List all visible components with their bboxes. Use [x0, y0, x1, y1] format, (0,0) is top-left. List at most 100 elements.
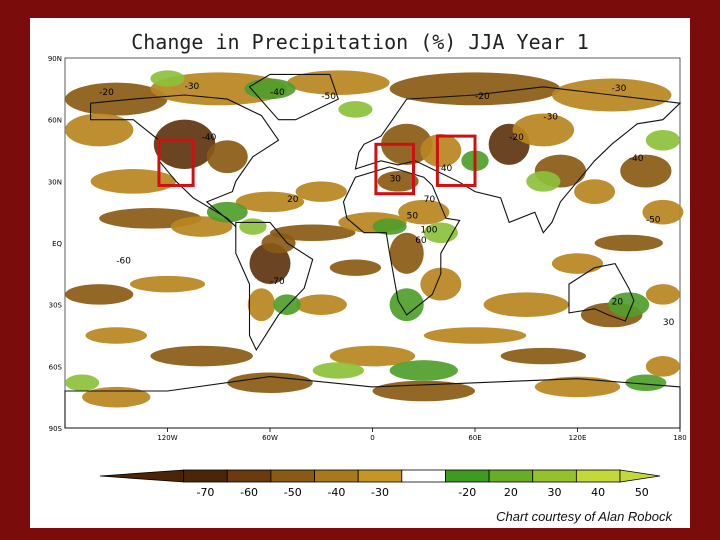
colorbar-segment	[270, 469, 315, 483]
precip-patch	[329, 259, 382, 276]
contour-label: 30	[390, 174, 402, 184]
precip-patch	[295, 294, 347, 315]
precip-patch	[389, 360, 458, 381]
coastline	[354, 86, 682, 234]
precip-patch	[389, 288, 424, 322]
colorbar-segment	[575, 469, 621, 483]
contour-label: -50	[321, 92, 336, 102]
contour-label: 20	[612, 298, 624, 308]
precipitation-map: -20-30-40 -50 -20-30-40203040506070100-60-…	[48, 55, 687, 499]
precip-patch	[645, 356, 681, 377]
precip-patch	[247, 288, 276, 322]
colorbar-segment	[401, 469, 446, 483]
contour-label: -30	[543, 113, 558, 123]
contour-label: 30	[663, 318, 675, 328]
highlight-box	[435, 134, 477, 187]
precip-patch	[287, 70, 390, 95]
colorbar-segment	[532, 469, 577, 483]
contour-label: -30	[612, 84, 627, 94]
precipitation-field	[65, 70, 684, 408]
contour-label: -20	[99, 88, 114, 98]
contour-label: -70	[270, 277, 285, 287]
precip-patch	[625, 374, 667, 391]
precip-patch	[534, 376, 621, 398]
precip-patch	[227, 372, 313, 394]
precip-patch	[551, 253, 604, 274]
precip-patch	[90, 169, 177, 194]
precip-patch	[645, 129, 681, 151]
contour-label: 100	[420, 226, 437, 236]
precip-patch	[377, 171, 419, 192]
colorbar-label: -70	[196, 486, 214, 499]
precip-patch	[295, 181, 347, 202]
latitude-labels: 90N 60N 30N EQ 30S 60S 90S	[48, 55, 63, 433]
precip-patch	[273, 294, 301, 315]
precip-patch	[574, 179, 616, 204]
contour-label: -50	[646, 215, 661, 225]
precip-patch	[244, 78, 296, 100]
highlight-box	[374, 142, 415, 196]
longitude-label: 0	[370, 434, 374, 442]
precip-patch	[150, 345, 253, 367]
precip-patch	[239, 218, 267, 235]
contour-label: 20	[287, 195, 299, 205]
map-title: Change in Precipitation (%) JJA Year 1	[131, 30, 589, 54]
precip-patch	[423, 327, 527, 344]
contour-label: 40	[441, 164, 453, 174]
slide-frame: Change in Precipitation (%) JJA Year 1 -…	[30, 18, 690, 528]
longitude-labels: 120W 60W 0 60E 120E 180	[157, 428, 687, 442]
colorbar-label: 40	[591, 486, 605, 499]
longitude-label: 120W	[157, 434, 177, 442]
latitude-label: 30S	[49, 302, 63, 310]
contour-label: -60	[116, 257, 131, 267]
latitude-label: 90N	[48, 55, 62, 63]
colorbar-arrow-left	[99, 469, 185, 483]
colorbar-label: -50	[284, 486, 302, 499]
colorbar-segment	[357, 469, 403, 483]
highlight-box	[157, 138, 195, 187]
precip-patch	[249, 243, 291, 285]
precip-patch	[312, 362, 364, 379]
colorbar-label: 30	[548, 486, 562, 499]
precip-patch	[150, 72, 288, 106]
longitude-label: 120E	[569, 434, 587, 442]
contour-label: 60	[415, 236, 427, 246]
colorbar-arrow-right	[619, 469, 661, 483]
precip-patch	[206, 140, 248, 174]
precip-patch	[420, 267, 462, 301]
contour-label: 50	[407, 211, 419, 221]
precip-patch	[398, 199, 450, 225]
map-panel	[64, 57, 681, 429]
precip-patch	[82, 386, 151, 408]
precip-patch	[206, 201, 248, 223]
colorbar-label: 50	[635, 486, 649, 499]
precip-patch	[65, 284, 134, 305]
colorbar: -70 -60 -50 -40 -30 -20 20 30 40 50	[99, 469, 661, 499]
contour-label: -20	[509, 133, 524, 143]
colorbar-label: -20	[458, 486, 476, 499]
colorbar-label: -30	[371, 486, 389, 499]
precip-patch	[329, 345, 416, 367]
latitude-label: EQ	[52, 240, 62, 248]
precip-patch	[85, 327, 147, 344]
precip-patch	[338, 101, 373, 118]
chart-credit: Chart courtesy of Alan Robock	[496, 509, 672, 524]
precip-patch	[129, 275, 206, 293]
precip-patch	[645, 284, 681, 305]
contour-label: -20	[475, 92, 490, 102]
contour-label: -40	[629, 154, 644, 164]
highlight-boxes	[157, 134, 477, 196]
precip-patch	[389, 232, 424, 274]
precip-patch	[608, 292, 650, 317]
colorbar-segment	[445, 469, 490, 483]
precip-patch	[526, 171, 561, 192]
colorbar-label: -40	[327, 486, 345, 499]
latitude-label: 60N	[48, 117, 62, 125]
latitude-label: 90S	[49, 425, 63, 433]
latitude-label: 30N	[48, 178, 62, 186]
precip-patch	[420, 134, 462, 167]
coastline	[235, 221, 314, 352]
precip-patch	[170, 216, 233, 237]
colorbar-segment	[183, 469, 228, 483]
precip-patch	[620, 154, 672, 188]
